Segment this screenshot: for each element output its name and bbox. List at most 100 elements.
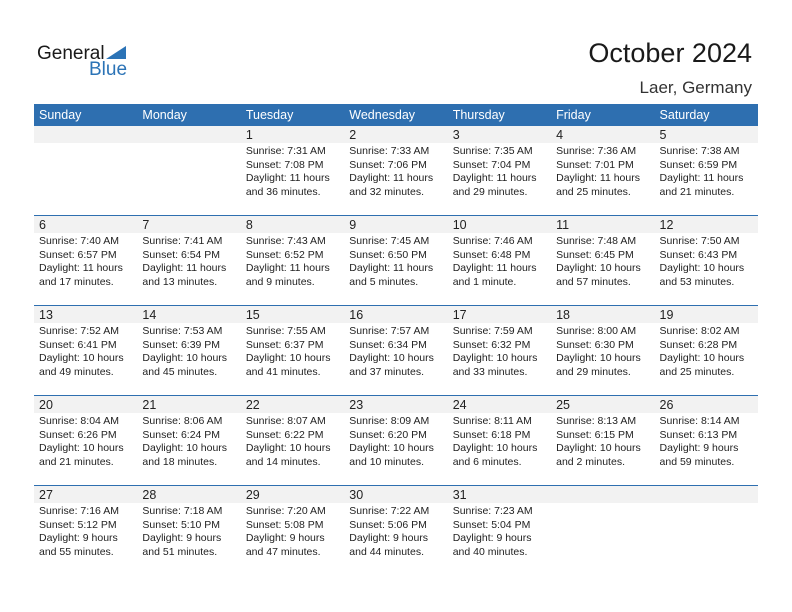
daylight: Daylight: 10 hours: [556, 262, 641, 275]
sunset: Sunset: 6:13 PM: [659, 428, 738, 441]
day-info: Sunrise: 7:57 AM Sunset: 6:34 PM Daylight:…: [349, 325, 434, 379]
day-number: 31: [452, 488, 467, 502]
daylight: Daylight: 11 hours: [245, 172, 330, 185]
date-band: [240, 126, 345, 143]
daylight: Daylight: 9 hours: [142, 532, 222, 545]
sunrise: Sunrise: 8:09 AM: [349, 415, 430, 427]
day-number: 10: [452, 218, 467, 232]
day-cell: 18 Sunrise: 8:00 AM Sunset: 6:30 PM Dayligh…: [551, 306, 655, 395]
daylight: Daylight: 9 hours: [659, 442, 739, 455]
sunrise: Sunrise: 8:07 AM: [245, 415, 326, 427]
day-cell: 23 Sunrise: 8:09 AM Sunset: 6:20 PM Dayligh…: [344, 396, 448, 485]
date-band: [240, 216, 345, 233]
daylight-minutes: and 9 minutes.: [245, 275, 315, 288]
day-number: 16: [349, 308, 364, 322]
sunrise: Sunrise: 7:53 AM: [142, 325, 223, 337]
day-cell: 4 Sunrise: 7:36 AM Sunset: 7:01 PM Daylight…: [551, 126, 655, 215]
day-info: Sunrise: 8:06 AM Sunset: 6:24 PM Daylight:…: [142, 415, 227, 469]
daylight: Daylight: 9 hours: [452, 532, 532, 545]
weekday-tuesday: Tuesday: [245, 108, 294, 122]
sunset: Sunset: 6:39 PM: [142, 338, 221, 351]
daylight: Daylight: 11 hours: [39, 262, 123, 275]
date-band: [447, 486, 552, 503]
date-band: [654, 306, 758, 323]
day-cell: 5 Sunrise: 7:38 AM Sunset: 6:59 PM Daylight…: [654, 126, 758, 215]
day-number: 26: [659, 398, 674, 412]
date-band: [447, 216, 552, 233]
day-info: Sunrise: 8:13 AM Sunset: 6:15 PM Daylight:…: [556, 415, 641, 469]
daylight: Daylight: 9 hours: [245, 532, 325, 545]
daylight-minutes: and 40 minutes.: [452, 545, 528, 558]
day-number: 18: [556, 308, 571, 322]
week-row: 20 Sunrise: 8:04 AM Sunset: 6:26 PM Dayligh…: [34, 395, 758, 485]
daylight: Daylight: 10 hours: [452, 442, 538, 455]
day-info: Sunrise: 7:50 AM Sunset: 6:43 PM Daylight:…: [660, 235, 745, 289]
day-info: Sunrise: 8:07 AM Sunset: 6:22 PM Daylight:…: [246, 415, 331, 469]
day-info: Sunrise: 7:33 AM Sunset: 7:06 PM Daylight:…: [349, 145, 433, 199]
date-band: [240, 396, 345, 413]
day-info: Sunrise: 7:53 AM Sunset: 6:39 PM Daylight:…: [142, 325, 227, 379]
day-info: Sunrise: 7:40 AM Sunset: 6:57 PM Daylight:…: [39, 235, 123, 289]
sunset: Sunset: 6:54 PM: [142, 248, 221, 261]
daylight: Daylight: 11 hours: [452, 262, 537, 275]
sunset: Sunset: 7:04 PM: [452, 158, 531, 171]
day-number: 7: [142, 218, 150, 232]
sunrise: Sunrise: 7:22 AM: [349, 505, 430, 517]
sunset: Sunset: 6:18 PM: [452, 428, 531, 441]
day-cell: 14 Sunrise: 7:53 AM Sunset: 6:39 PM Dayligh…: [137, 306, 241, 395]
date-band: [447, 306, 552, 323]
daylight-minutes: and 53 minutes.: [659, 275, 735, 288]
daylight-minutes: and 44 minutes.: [349, 545, 424, 558]
daylight-minutes: and 29 minutes.: [452, 185, 528, 198]
daylight-minutes: and 57 minutes.: [556, 275, 631, 288]
day-info: Sunrise: 8:04 AM Sunset: 6:26 PM Daylight:…: [39, 415, 124, 469]
daylight-minutes: and 13 minutes.: [142, 275, 218, 288]
daylight-minutes: and 25 minutes.: [556, 185, 631, 198]
day-cell: 17 Sunrise: 7:59 AM Sunset: 6:32 PM Dayligh…: [447, 306, 552, 395]
sunrise: Sunrise: 8:11 AM: [452, 415, 532, 427]
sunrise: Sunrise: 7:43 AM: [245, 235, 326, 247]
sunrise: Sunrise: 7:50 AM: [659, 235, 740, 247]
daylight: Daylight: 10 hours: [349, 442, 434, 455]
day-cell: 28 Sunrise: 7:18 AM Sunset: 5:10 PM Dayligh…: [137, 486, 241, 575]
day-info: Sunrise: 7:38 AM Sunset: 6:59 PM Daylight:…: [660, 145, 744, 199]
sunset: Sunset: 7:06 PM: [349, 158, 427, 171]
daylight: Daylight: 11 hours: [349, 262, 434, 275]
date-band: [34, 216, 138, 233]
day-number: 4: [556, 128, 564, 142]
sunset: Sunset: 6:24 PM: [142, 428, 221, 441]
daylight: Daylight: 10 hours: [349, 352, 434, 365]
logo-text-general: General: [37, 43, 105, 64]
daylight: Daylight: 10 hours: [452, 352, 538, 365]
daylight: Daylight: 10 hours: [39, 352, 124, 365]
day-info: Sunrise: 7:46 AM Sunset: 6:48 PM Daylight:…: [453, 235, 537, 289]
day-cell: 30 Sunrise: 7:22 AM Sunset: 5:06 PM Dayligh…: [344, 486, 448, 575]
sunrise: Sunrise: 7:57 AM: [349, 325, 430, 337]
daylight-minutes: and 51 minutes.: [142, 545, 218, 558]
day-cell: 22 Sunrise: 8:07 AM Sunset: 6:22 PM Dayligh…: [240, 396, 345, 485]
sunset: Sunset: 6:57 PM: [39, 248, 117, 261]
sunrise: Sunrise: 7:41 AM: [142, 235, 223, 247]
daylight-minutes: and 36 minutes.: [245, 185, 321, 198]
day-number: 19: [659, 308, 674, 322]
day-info: Sunrise: 7:55 AM Sunset: 6:37 PM Daylight:…: [246, 325, 331, 379]
weekday-sunday: Sunday: [39, 108, 82, 122]
sunset: Sunset: 6:30 PM: [556, 338, 634, 351]
daylight-minutes: and 2 minutes.: [556, 455, 625, 468]
date-band: [137, 126, 241, 143]
daylight: Daylight: 10 hours: [142, 352, 228, 365]
day-info: Sunrise: 7:22 AM Sunset: 5:06 PM Daylight:…: [349, 505, 429, 559]
daylight-minutes: and 33 minutes.: [452, 365, 528, 378]
daylight-minutes: and 21 minutes.: [659, 185, 735, 198]
weekday-header: Sunday Monday Tuesday Wednesday Thursday Frid…: [34, 104, 758, 126]
sunset: Sunset: 7:01 PM: [556, 158, 634, 171]
day-number: 12: [659, 218, 674, 232]
day-cell: 2 Sunrise: 7:33 AM Sunset: 7:06 PM Daylight…: [344, 126, 448, 215]
day-cell: 3 Sunrise: 7:35 AM Sunset: 7:04 PM Daylight…: [447, 126, 552, 215]
daylight-minutes: and 55 minutes.: [39, 545, 114, 558]
day-number: 13: [39, 308, 53, 322]
daylight-minutes: and 10 minutes.: [349, 455, 424, 468]
daylight: Daylight: 10 hours: [142, 442, 228, 455]
sunset: Sunset: 6:59 PM: [659, 158, 738, 171]
day-number: 21: [142, 398, 157, 412]
